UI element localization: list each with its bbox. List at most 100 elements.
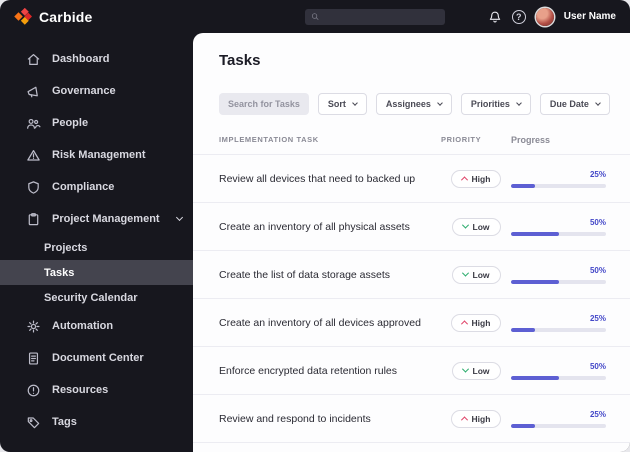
sidebar-item-label: Risk Management <box>52 149 146 161</box>
priority-caret-icon <box>460 416 468 424</box>
table-row[interactable]: Create an inventory of all devices appro… <box>193 299 630 347</box>
bell-icon[interactable] <box>488 10 502 24</box>
priority-caret-icon <box>461 221 469 229</box>
megaphone-icon <box>27 86 38 97</box>
column-header-task[interactable]: IMPLEMENTATION TASK <box>219 135 319 144</box>
sidebar-item-document-center[interactable]: Document Center <box>0 342 193 374</box>
priority-pill[interactable]: High <box>450 409 502 428</box>
sidebar-item-dashboard[interactable]: Dashboard <box>0 43 193 75</box>
sidebar-item-label: Dashboard <box>52 53 110 65</box>
due-date-dropdown[interactable]: Due Date <box>539 93 610 115</box>
dropdown-label: Priorities <box>470 99 510 109</box>
brand-name: Carbide <box>39 8 93 25</box>
task-name: Create an inventory of all physical asse… <box>219 220 410 233</box>
document-icon <box>28 351 39 365</box>
warning-triangle-icon <box>27 149 40 161</box>
priority-pill[interactable]: Low <box>451 361 501 380</box>
table-row[interactable]: Create the list of data storage assets L… <box>193 251 630 299</box>
priority-label: Low <box>472 365 490 376</box>
topbar-right: ? User Name <box>488 7 630 26</box>
sidebar-item-project-management[interactable]: Project Management <box>0 203 193 235</box>
progress-percent: 25% <box>589 169 606 179</box>
priority-label: Low <box>472 221 490 232</box>
project-management-subnav: Projects Tasks Security Calendar <box>0 235 193 310</box>
priorities-dropdown[interactable]: Priorities <box>460 93 531 115</box>
column-header-progress[interactable]: Progress <box>511 134 551 145</box>
exclamation-circle-icon <box>27 384 40 396</box>
priority-pill[interactable]: Low <box>451 217 501 236</box>
progress-cell: 25% <box>511 410 606 428</box>
carbide-logo-icon <box>14 7 32 25</box>
shield-icon <box>28 180 39 194</box>
progress-cell: 50% <box>511 218 606 236</box>
sidebar-item-label: Governance <box>52 85 116 97</box>
sidebar-subitem-tasks[interactable]: Tasks <box>0 260 193 285</box>
brand[interactable]: Carbide <box>0 7 193 26</box>
sidebar-item-label: Automation <box>52 320 114 332</box>
sidebar: Dashboard Governance People Risk <box>0 33 193 452</box>
sidebar-item-resources[interactable]: Resources <box>0 374 193 406</box>
sidebar-item-label: Tags <box>52 416 77 428</box>
progress-fill <box>511 231 559 236</box>
table-row[interactable]: Enforce encrypted data retention rules L… <box>193 347 630 395</box>
priority-caret-icon <box>461 269 469 277</box>
task-name: Review all devices that need to backed u… <box>219 172 416 185</box>
priority-caret-icon <box>460 176 468 184</box>
progress-track <box>511 375 606 380</box>
progress-track <box>511 231 606 236</box>
search-input[interactable] <box>323 11 439 22</box>
topbar: Carbide ? User Name <box>0 0 630 33</box>
sidebar-subitem-label: Security Calendar <box>44 291 138 304</box>
progress-fill <box>511 423 535 428</box>
table-header-row: IMPLEMENTATION TASK PRIORITY Progress <box>193 125 630 155</box>
sidebar-subitem-projects[interactable]: Projects <box>0 235 193 260</box>
priority-caret-icon <box>460 320 468 328</box>
sidebar-subitem-security-calendar[interactable]: Security Calendar <box>0 285 193 310</box>
sidebar-item-tags[interactable]: Tags <box>0 406 193 438</box>
avatar[interactable] <box>535 7 554 26</box>
task-name: Review and respond to incidents <box>219 412 371 425</box>
chevron-down-icon <box>516 100 522 106</box>
sidebar-item-governance[interactable]: Governance <box>0 75 193 107</box>
sidebar-item-label: Resources <box>52 384 109 396</box>
sidebar-item-label: Project Management <box>52 213 160 225</box>
progress-percent: 50% <box>589 217 606 227</box>
sidebar-item-compliance[interactable]: Compliance <box>0 171 193 203</box>
progress-percent: 50% <box>589 361 606 371</box>
progress-track <box>511 423 606 428</box>
sort-dropdown[interactable]: Sort <box>317 93 367 115</box>
progress-percent: 25% <box>589 409 606 419</box>
tag-icon <box>27 416 40 428</box>
table-row[interactable]: Review all devices that need to backed u… <box>193 155 630 203</box>
gear-icon <box>27 319 40 333</box>
task-name: Create an inventory of all devices appro… <box>219 316 421 329</box>
table-row[interactable]: Review and respond to incidents High 25% <box>193 395 630 443</box>
progress-track <box>511 327 606 332</box>
help-icon[interactable]: ? <box>511 9 526 24</box>
global-search[interactable] <box>305 8 445 25</box>
progress-track <box>511 183 606 188</box>
priority-label: High <box>471 317 491 328</box>
progress-fill <box>511 183 535 188</box>
user-name[interactable]: User Name <box>563 11 616 22</box>
progress-cell: 25% <box>511 314 606 332</box>
table-row[interactable]: Create an inventory of all physical asse… <box>193 203 630 251</box>
sidebar-item-automation[interactable]: Automation <box>0 310 193 342</box>
progress-cell: 25% <box>511 170 606 188</box>
priority-label: Low <box>472 269 490 280</box>
progress-cell: 50% <box>511 266 606 284</box>
priority-pill[interactable]: High <box>450 313 502 332</box>
sidebar-item-risk-management[interactable]: Risk Management <box>0 139 193 171</box>
column-header-priority[interactable]: PRIORITY <box>441 135 482 144</box>
task-table-body: Review all devices that need to backed u… <box>193 155 630 443</box>
progress-fill <box>511 279 559 284</box>
sidebar-item-people[interactable]: People <box>0 107 193 139</box>
assignees-dropdown[interactable]: Assignees <box>375 93 452 115</box>
dropdown-label: Sort <box>327 99 346 109</box>
progress-track <box>511 279 606 284</box>
priority-pill[interactable]: High <box>450 169 502 188</box>
priority-label: High <box>471 173 491 184</box>
priority-pill[interactable]: Low <box>451 265 501 284</box>
search-tasks-button[interactable]: Search for Tasks <box>219 93 309 115</box>
